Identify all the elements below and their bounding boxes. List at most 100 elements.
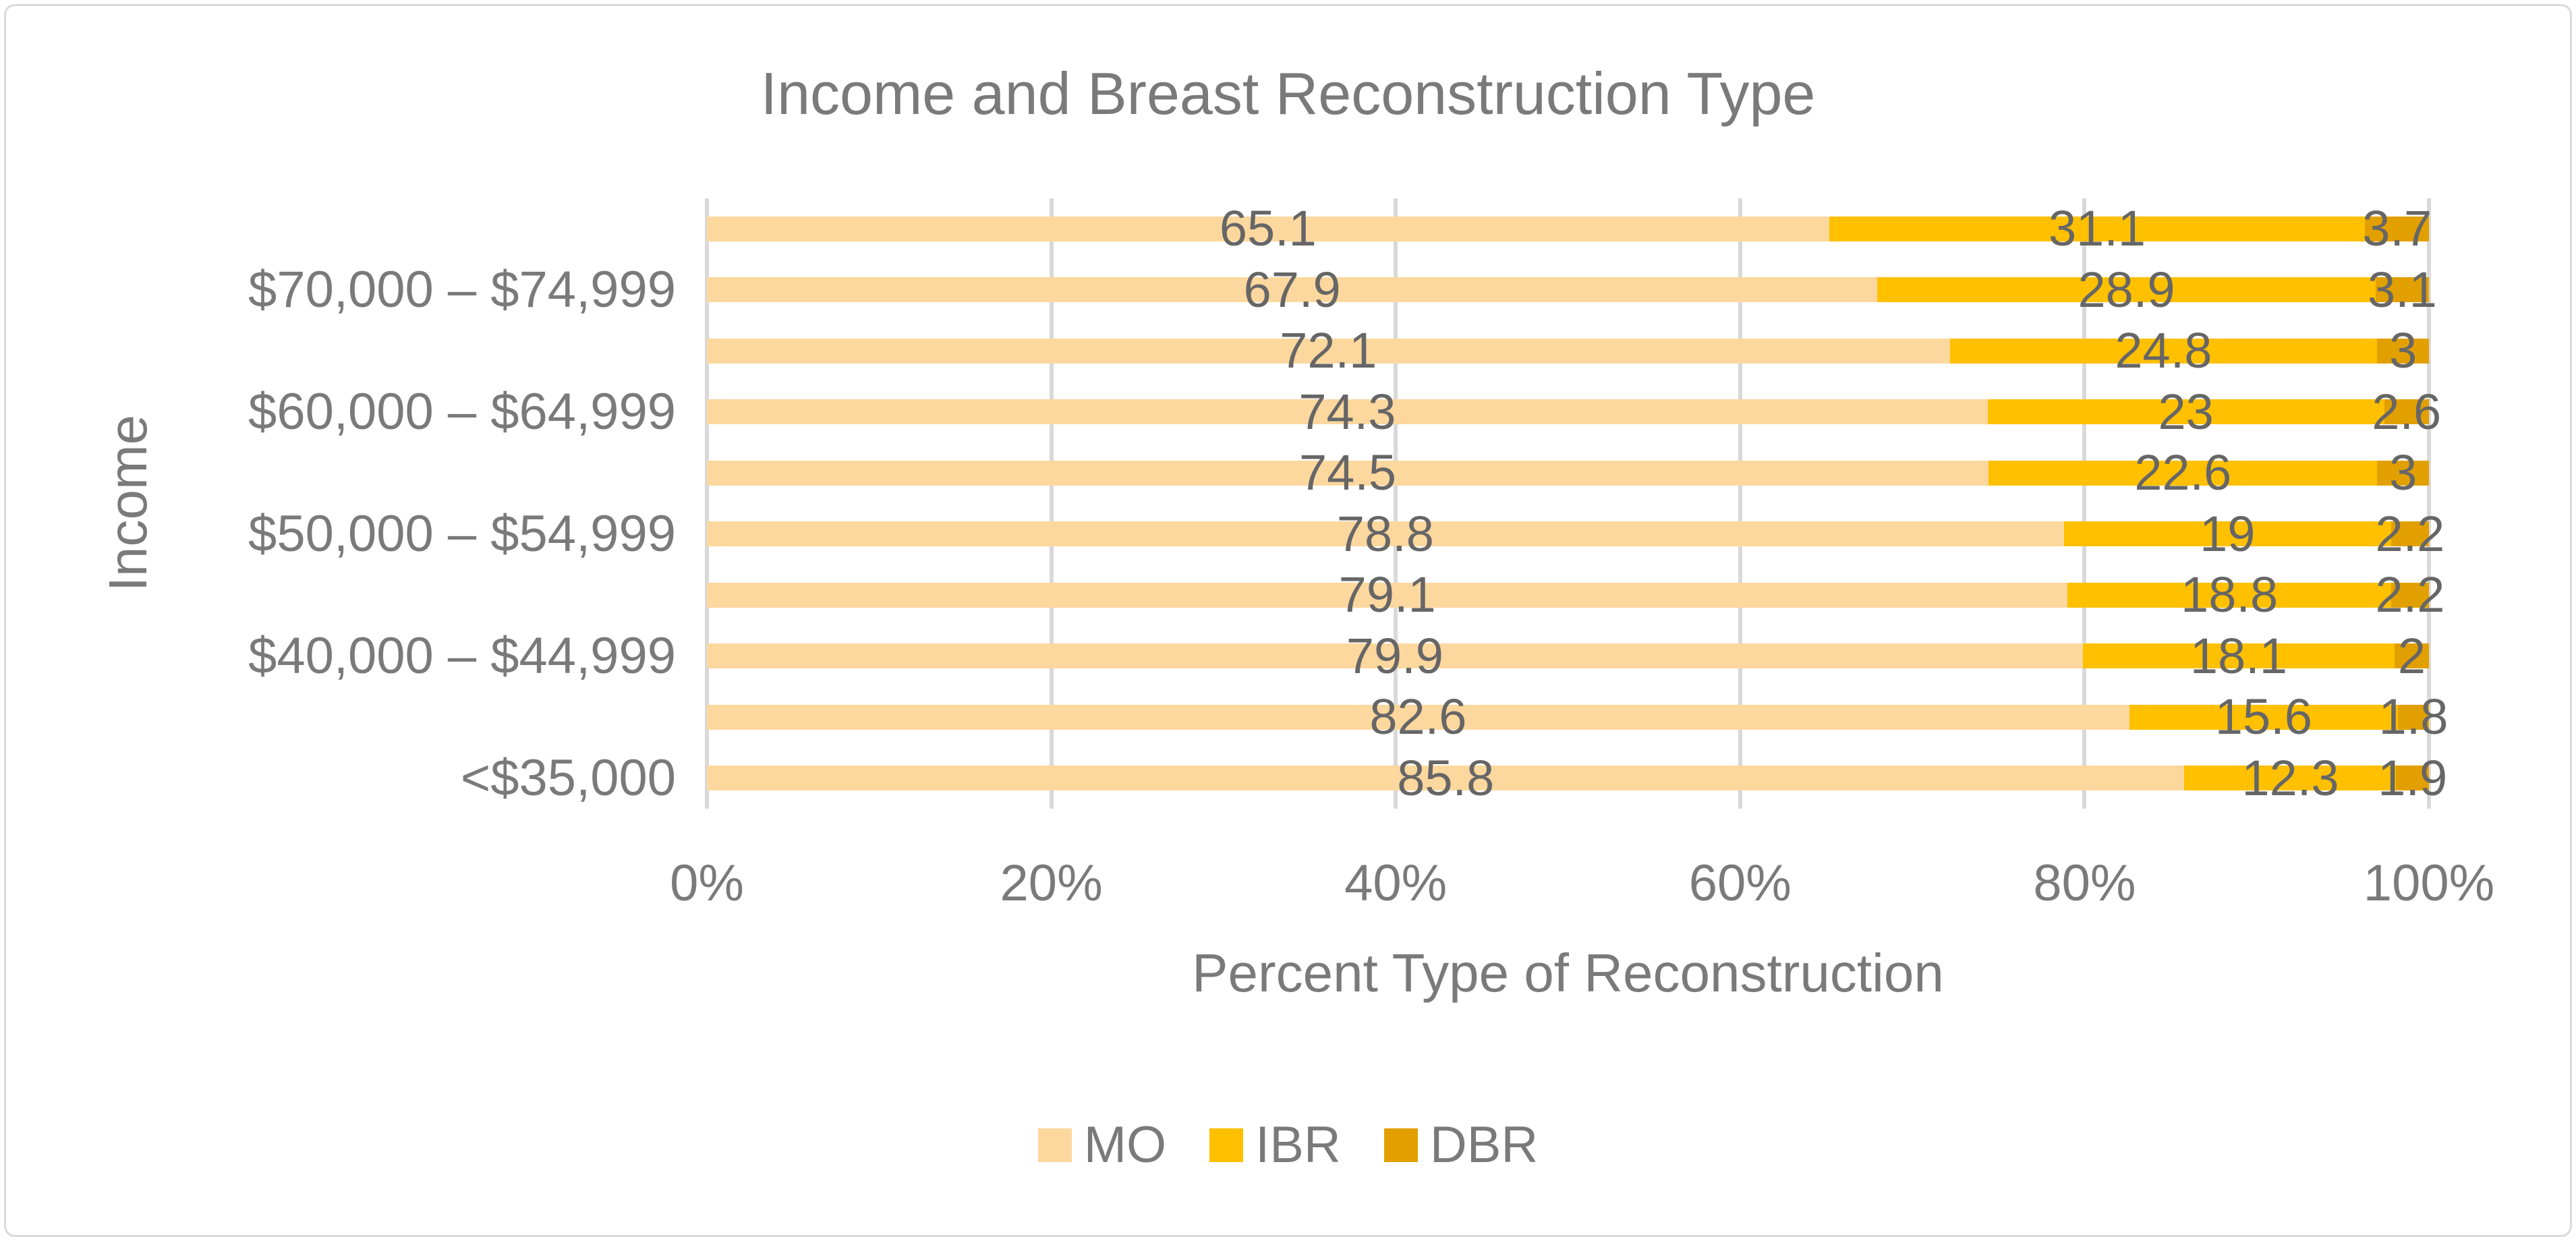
bar-segment-dbr: 3 [2377, 326, 2429, 376]
bar-segment-mo: 79.9 [707, 631, 2083, 681]
legend-swatch-ibr [1209, 1128, 1244, 1162]
x-axis-tick-label: 100% [2363, 855, 2495, 912]
bar-segment-mo: 65.1 [707, 204, 1829, 254]
data-label-mo: 79.9 [1346, 627, 1443, 684]
y-axis-label: $50,000 – $54,999 [248, 504, 676, 562]
bar-segment-dbr: 3.7 [2362, 204, 2432, 254]
legend-label-ibr: IBR [1255, 1116, 1341, 1174]
data-label-dbr: 2 [2397, 627, 2426, 684]
bar: 79.9 18.1 2 [707, 631, 2429, 681]
data-label-ibr: 12.3 [2241, 749, 2339, 806]
bar-segment-ibr: 23 [1987, 386, 2384, 436]
gridline-40% [1394, 198, 1398, 809]
bar-segment-dbr: 2.2 [2376, 570, 2445, 620]
bar-row: 74.3 23 2.6 [707, 382, 2441, 443]
y-axis-label: <$35,000 [460, 749, 676, 807]
bar-rows: 65.1 31.1 3.7 67.9 28.9 3.1 72.1 24.8 3 74.3 23 2.6… [707, 198, 2449, 809]
gridline-80% [2082, 198, 2087, 809]
data-label-dbr: 2.2 [2375, 567, 2445, 623]
data-label-mo: 65.1 [1219, 200, 1317, 257]
x-axis-tick-label: 60% [1688, 855, 1792, 912]
data-label-ibr: 15.6 [2214, 689, 2312, 745]
data-label-dbr: 3.7 [2362, 200, 2432, 257]
bar-segment-ibr: 15.6 [2129, 692, 2399, 742]
data-label-mo: 72.1 [1280, 322, 1377, 379]
bar: 74.3 23 2.6 [707, 386, 2441, 436]
bar-segment-mo: 74.5 [707, 448, 1989, 498]
bar-segment-ibr: 28.9 [1877, 264, 2376, 314]
x-axis-title: Percent Type of Reconstruction [1192, 943, 1944, 1003]
bar-row: 79.9 18.1 2 [707, 626, 2429, 687]
bar: 79.1 18.8 2.2 [707, 570, 2445, 620]
bar: 65.1 31.1 3.7 [707, 204, 2432, 254]
data-label-ibr: 22.6 [2134, 444, 2232, 501]
bar-segment-dbr: 1.8 [2379, 692, 2449, 742]
legend-swatch-dbr [1383, 1128, 1418, 1162]
bar-segment-mo: 67.9 [707, 264, 1878, 314]
bar-row: 85.8 12.3 1.9 [707, 748, 2447, 809]
bar-segment-dbr: 2 [2394, 631, 2429, 681]
gridline-60% [1738, 198, 1742, 809]
data-label-ibr: 18.8 [2181, 567, 2279, 623]
bar-segment-dbr: 3 [2377, 448, 2429, 498]
data-label-mo: 78.8 [1336, 505, 1434, 562]
data-label-ibr: 19 [2200, 505, 2256, 562]
legend-swatch-mo [1037, 1128, 1072, 1162]
bar-segment-dbr: 2.2 [2375, 509, 2444, 558]
data-label-mo: 74.5 [1299, 444, 1397, 501]
x-axis-tick-labels: 0% 20% 40% 60% 80% 100% [670, 855, 2494, 919]
data-label-ibr: 24.8 [2115, 322, 2212, 379]
bar-segment-mo: 85.8 [707, 753, 2185, 803]
x-axis-tick-label: 0% [670, 855, 744, 912]
bar-segment-ibr: 22.6 [1988, 448, 2378, 498]
legend-item-ibr: IBR [1209, 1120, 1341, 1171]
bar-segment-ibr: 12.3 [2184, 753, 2397, 803]
data-label-mo: 67.9 [1243, 261, 1341, 318]
bar: 72.1 24.8 3 [707, 326, 2429, 376]
x-axis-tick-label: 80% [2033, 855, 2136, 912]
data-label-ibr: 31.1 [2049, 200, 2146, 257]
data-label-dbr: 2.2 [2375, 505, 2445, 562]
data-label-dbr: 1.9 [2378, 749, 2448, 806]
legend-item-dbr: DBR [1383, 1116, 1539, 1174]
data-label-mo: 85.8 [1397, 749, 1495, 806]
bar-row: 78.8 19 2.2 [707, 504, 2444, 565]
y-axis-labels: $70,000 – $74,999 $60,000 – $64,999 $50,00… [0, 198, 676, 809]
data-label-dbr: 3 [2389, 444, 2417, 501]
bar-segment-ibr: 24.8 [1949, 326, 2378, 376]
bar-row: 67.9 28.9 3.1 [707, 260, 2437, 321]
bar-segment-ibr: 19 [2063, 509, 2391, 558]
data-label-mo: 79.1 [1338, 567, 1436, 623]
bar-row: 72.1 24.8 3 [707, 320, 2429, 382]
data-label-mo: 74.3 [1298, 383, 1396, 440]
gridline-20% [1049, 198, 1054, 809]
bar-row: 79.1 18.8 2.2 [707, 565, 2445, 626]
data-label-ibr: 28.9 [2078, 261, 2175, 318]
bar-segment-dbr: 2.6 [2372, 386, 2441, 436]
bar-segment-dbr: 3.1 [2368, 264, 2437, 314]
data-label-dbr: 2.6 [2372, 383, 2442, 440]
data-label-ibr: 23 [2158, 383, 2214, 440]
bar-segment-mo: 74.3 [707, 386, 1988, 436]
y-axis-label: $60,000 – $64,999 [248, 382, 676, 440]
bar: 67.9 28.9 3.1 [707, 264, 2437, 314]
chart-title: Income and Breast Reconstruction Type [760, 60, 1816, 127]
bar-segment-mo: 82.6 [707, 692, 2129, 742]
data-label-dbr: 1.8 [2378, 689, 2449, 745]
legend-label-mo: MO [1083, 1116, 1167, 1174]
plot-area: 65.1 31.1 3.7 67.9 28.9 3.1 72.1 24.8 3 74.3 23 2.6… [705, 198, 2449, 809]
bar-segment-dbr: 1.9 [2378, 753, 2447, 803]
bar-row: 65.1 31.1 3.7 [707, 198, 2432, 260]
bar: 82.6 15.6 1.8 [707, 692, 2449, 742]
data-label-dbr: 3.1 [2367, 261, 2437, 318]
bar: 78.8 19 2.2 [707, 509, 2444, 558]
bar-row: 82.6 15.6 1.8 [707, 687, 2449, 748]
legend-item-mo: MO [1037, 1116, 1167, 1174]
bar-segment-mo: 72.1 [707, 326, 1950, 376]
bar-row: 74.5 22.6 3 [707, 442, 2429, 504]
bar: 74.5 22.6 3 [707, 448, 2429, 498]
data-label-ibr: 18.1 [2189, 627, 2287, 684]
bar-segment-mo: 78.8 [707, 509, 2064, 558]
data-label-dbr: 3 [2389, 322, 2417, 379]
legend-label-dbr: DBR [1429, 1116, 1539, 1174]
